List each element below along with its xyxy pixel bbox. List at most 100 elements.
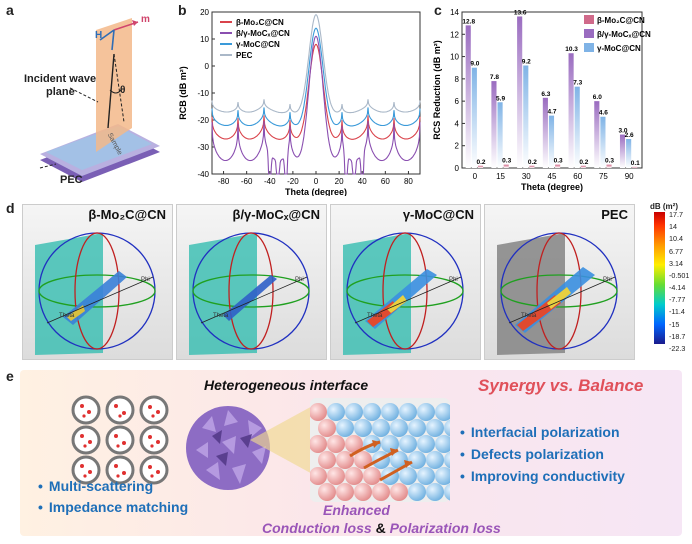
- panel-label-a: a: [6, 2, 14, 18]
- nanoflower-particle: [186, 406, 270, 490]
- rcb-line-chart: -80 -60 -40 -20 0 20 40 60 80-40-30-20-1001020Th…: [178, 8, 421, 196]
- bar-value-label: 3.0: [618, 128, 627, 135]
- y-tick-label: 4: [455, 119, 460, 128]
- crystal-ball: [390, 419, 408, 437]
- e-arrow: [111, 29, 115, 51]
- phi-axis-label-4: Phi: [603, 277, 612, 283]
- y-tick-label: 20: [200, 8, 209, 17]
- bar-value-label: 0.3: [554, 158, 563, 165]
- x-tick-label: -80: [218, 177, 230, 186]
- crystal-ball: [399, 435, 417, 453]
- crystal-ball: [310, 467, 327, 485]
- point-improving-conductivity: • Improving conductivity: [460, 468, 625, 484]
- x-tick-label: 40: [358, 177, 367, 186]
- y-tick-label: -40: [197, 170, 209, 179]
- x-axis-label: Theta (degree): [285, 187, 347, 196]
- bar-value-label: 0.1: [631, 160, 640, 167]
- bar: [529, 165, 535, 168]
- bar-value-label: 0.3: [605, 158, 614, 165]
- x-axis-label: Theta (degree): [521, 182, 583, 192]
- y-tick-label: 14: [450, 8, 459, 17]
- normal-line: [113, 53, 125, 123]
- x-tick-label: 80: [404, 177, 413, 186]
- crystal-ball: [327, 467, 345, 485]
- bar: [548, 115, 555, 168]
- theta-axis-label-1: Theta: [59, 313, 75, 319]
- bar: [491, 81, 497, 168]
- x-tick-label: 30: [522, 172, 531, 181]
- theta-axis-label-3: Theta: [367, 313, 383, 319]
- polarization-loss: Polarization loss: [389, 520, 501, 536]
- sim-title-4: PEC: [601, 207, 628, 222]
- crystal-ball: [390, 483, 408, 501]
- point-interfacial-polarization: • Interfacial polarization: [460, 424, 620, 440]
- bar: [542, 97, 548, 168]
- crystal-ball: [318, 451, 336, 469]
- crystal-ball: [336, 483, 354, 501]
- colorbar-tick-label: -0.501: [669, 270, 690, 280]
- bar-value-label: 0.2: [528, 159, 537, 166]
- m-label: m: [141, 14, 150, 25]
- point-defects-polarization: • Defects polarization: [460, 446, 604, 462]
- legend-entry: β-Mo₂C@CN: [597, 16, 645, 25]
- crystal-ball: [408, 451, 426, 469]
- crystal-ball: [363, 403, 381, 421]
- colorbar-tick-label: -11.4: [669, 307, 685, 317]
- pec-label: PEC: [60, 174, 83, 186]
- bar-value-label: 4.7: [547, 109, 556, 116]
- legend-entry: β/γ-MoCₓ@CN: [236, 29, 290, 38]
- x-tick-label: 60: [381, 177, 390, 186]
- y-tick-label: -30: [197, 143, 209, 152]
- crystal-interface: [310, 398, 450, 502]
- bar-value-label: 9.2: [522, 58, 531, 65]
- crystal-ball: [318, 419, 336, 437]
- bar: [626, 139, 632, 168]
- sim-gamma-moc: γ-MoC@CN Theta Phi: [330, 204, 481, 360]
- crystal-ball: [426, 419, 444, 437]
- phi-axis-label-2: Phi: [295, 277, 304, 283]
- sim-title-2: β/γ-MoCₓ@CN: [232, 207, 320, 222]
- radar-pattern-1: [35, 232, 156, 355]
- h-arrow: [99, 29, 115, 41]
- bar-value-label: 6.3: [541, 91, 550, 98]
- crystal-ball: [444, 483, 450, 501]
- bar: [523, 65, 529, 168]
- heading-synergy: Synergy vs. Balance: [478, 376, 644, 395]
- crystal-ball: [444, 419, 450, 437]
- panel-label-c: c: [434, 2, 442, 18]
- crystal-ball: [363, 467, 381, 485]
- theta-arc: [109, 89, 122, 94]
- sim-beta-gamma-mocx: β/γ-MoCₓ@CN Theta Phi: [176, 204, 327, 360]
- bar: [619, 134, 626, 168]
- x-tick-label: 75: [599, 172, 608, 181]
- colorbar-tick-label: 17.7: [669, 210, 683, 219]
- bar: [465, 25, 471, 168]
- bar-value-label: 13.6: [514, 9, 527, 16]
- zoom-cone: [250, 404, 316, 476]
- y-axis-label: RCS Reduction (dB m²): [432, 40, 442, 140]
- crystal-ball: [399, 403, 417, 421]
- bar-value-label: 0.3: [502, 158, 511, 165]
- theta-label: θ: [120, 85, 126, 96]
- conduction-loss: Conduction loss: [262, 520, 372, 536]
- bar: [568, 53, 574, 168]
- bar-value-label: 0.2: [476, 159, 485, 166]
- y-tick-label: 0: [205, 62, 210, 71]
- bar-value-label: 9.0: [470, 61, 479, 68]
- y-tick-label: 6: [455, 97, 460, 106]
- bar: [503, 164, 509, 168]
- colorbar: [654, 212, 665, 344]
- x-tick-label: 90: [625, 172, 634, 181]
- theta-axis-label-2: Theta: [213, 313, 229, 319]
- legend-entry: PEC: [236, 51, 253, 60]
- series-line: [211, 14, 421, 114]
- x-tick-label: -40: [264, 177, 276, 186]
- colorbar-title: dB (m²): [650, 202, 678, 211]
- bar: [632, 166, 638, 168]
- x-tick-label: -60: [241, 177, 253, 186]
- sim-title-3: γ-MoC@CN: [402, 207, 474, 222]
- bar: [471, 67, 477, 168]
- bar-value-label: 7.8: [490, 74, 499, 81]
- x-tick-label: -20: [287, 177, 299, 186]
- bar: [555, 164, 561, 168]
